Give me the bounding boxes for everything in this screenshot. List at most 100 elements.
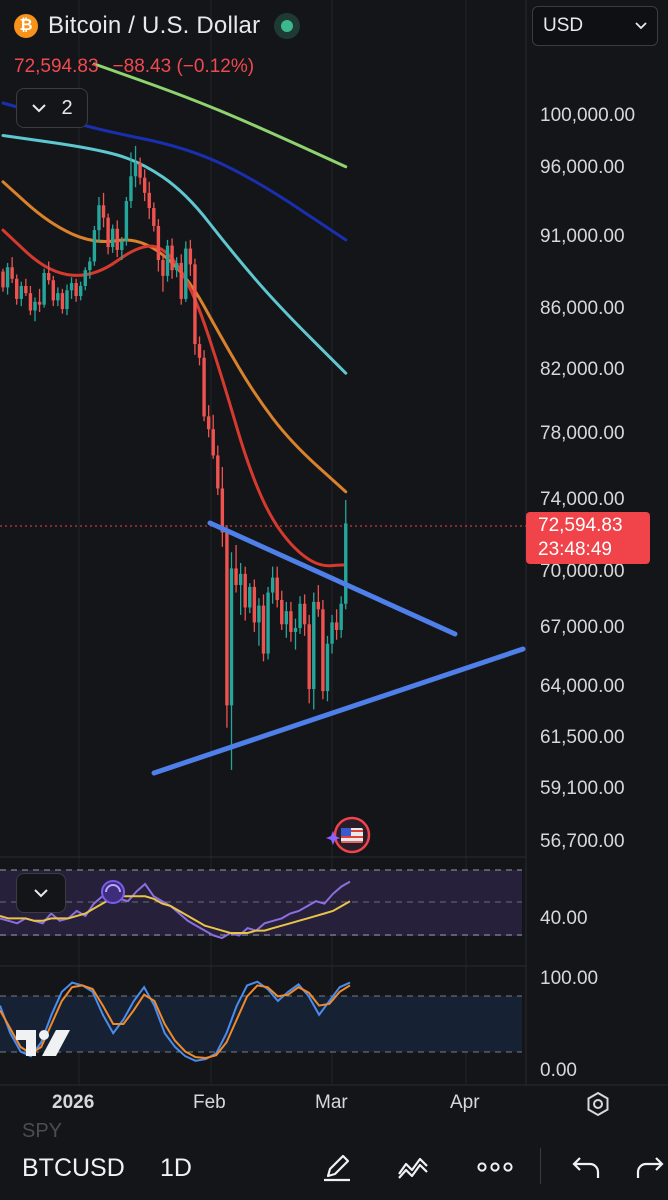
indicators-collapse-button[interactable]: 2 bbox=[16, 88, 88, 128]
candle-body bbox=[42, 273, 46, 305]
indicators-icon[interactable] bbox=[396, 1150, 430, 1184]
candle-body bbox=[115, 228, 119, 250]
currency-value: USD bbox=[543, 15, 584, 36]
candle-body bbox=[51, 280, 55, 301]
candle-body bbox=[161, 260, 165, 276]
time-label-mar: Mar bbox=[315, 1092, 348, 1113]
candle-body bbox=[211, 429, 215, 456]
time-label-2026: 2026 bbox=[52, 1092, 95, 1113]
moving-average-line bbox=[1, 180, 348, 494]
candle-body bbox=[60, 293, 65, 309]
candle-body bbox=[19, 285, 23, 299]
moving-average-line bbox=[1, 228, 348, 568]
settings-hex-icon[interactable] bbox=[584, 1090, 612, 1118]
candle-body bbox=[307, 624, 311, 690]
candle-body bbox=[147, 192, 151, 209]
stoch-axis-label-top: 100.00 bbox=[540, 968, 599, 989]
tradingview-logo bbox=[16, 1030, 70, 1056]
candle-body bbox=[289, 611, 293, 632]
candle-body bbox=[56, 293, 60, 301]
us-flag-event-icon[interactable] bbox=[326, 816, 371, 854]
candle-body bbox=[243, 573, 247, 608]
candle-body bbox=[69, 283, 74, 291]
pane-collapse-button[interactable] bbox=[16, 873, 66, 913]
candle-body bbox=[110, 228, 115, 248]
candle-body bbox=[234, 568, 238, 586]
price-axis-label: 96,000.00 bbox=[540, 157, 625, 178]
candle-body bbox=[275, 577, 279, 600]
candle-body bbox=[229, 568, 234, 706]
undo-icon[interactable] bbox=[570, 1150, 604, 1184]
candle-body bbox=[88, 261, 92, 271]
candle-body bbox=[65, 290, 69, 309]
rsi-axis-label: 40.00 bbox=[540, 908, 588, 929]
moving-average-line bbox=[1, 134, 348, 375]
candle-body bbox=[339, 603, 343, 630]
trendline-support[interactable] bbox=[151, 646, 526, 776]
price-axis-label: 56,700.00 bbox=[540, 831, 625, 852]
moving-averages bbox=[1, 62, 348, 568]
timeframe-button[interactable]: 1D bbox=[160, 1154, 192, 1182]
moving-average-line bbox=[92, 62, 348, 169]
ghost-symbol-above[interactable]: SPY bbox=[22, 1120, 63, 1142]
candle-body bbox=[344, 523, 348, 604]
symbol-button[interactable]: BTCUSD bbox=[22, 1154, 125, 1182]
candle-body bbox=[170, 245, 174, 271]
candle-body bbox=[28, 293, 33, 311]
candle-body bbox=[266, 592, 270, 654]
candle-body bbox=[174, 262, 179, 271]
last-price: 72,594.83 bbox=[14, 56, 99, 77]
candle-body bbox=[261, 605, 266, 654]
candle-body bbox=[334, 622, 339, 630]
candle-body bbox=[78, 285, 83, 297]
candle-body bbox=[138, 162, 142, 178]
candle-body bbox=[179, 262, 183, 299]
current-price-value: 72,594.83 bbox=[538, 515, 623, 536]
rsi-indicator bbox=[0, 880, 351, 940]
candle-body bbox=[302, 603, 307, 625]
toolbar-divider bbox=[540, 1148, 541, 1184]
candle-body bbox=[298, 603, 302, 628]
price-axis-label: 61,500.00 bbox=[540, 727, 625, 748]
candle-body bbox=[330, 622, 334, 644]
currency-select[interactable]: USD bbox=[532, 6, 658, 46]
candle-body bbox=[37, 301, 42, 305]
candle-body bbox=[129, 176, 133, 202]
more-icon[interactable] bbox=[476, 1150, 514, 1184]
stoch-d-line bbox=[0, 984, 351, 1060]
live-status-icon bbox=[274, 13, 301, 39]
candle-body bbox=[197, 344, 202, 358]
candle-body bbox=[220, 488, 225, 533]
candle-body bbox=[101, 205, 106, 218]
price-axis-label: 64,000.00 bbox=[540, 676, 625, 697]
candle-body bbox=[238, 573, 243, 586]
candle-body bbox=[10, 267, 14, 279]
price-axis-label: 74,000.00 bbox=[540, 489, 625, 510]
price-quote: 72,594.83 −88.43 (−0.12%) bbox=[14, 56, 254, 78]
chevron-down-icon bbox=[32, 104, 47, 113]
pencil-icon[interactable] bbox=[320, 1150, 354, 1184]
price-axis-label: 70,000.00 bbox=[540, 561, 625, 582]
rsi-line bbox=[0, 880, 351, 940]
price-axis-label: 100,000.00 bbox=[540, 105, 636, 126]
price-axis-label: 91,000.00 bbox=[540, 226, 625, 247]
redo-icon[interactable] bbox=[634, 1150, 664, 1184]
candle-body bbox=[47, 273, 51, 281]
candle-body bbox=[184, 248, 188, 299]
chevron-down-icon bbox=[635, 22, 647, 30]
candle-body bbox=[216, 455, 220, 489]
trendline-resistance[interactable] bbox=[207, 520, 458, 637]
bar-countdown: 23:48:49 bbox=[538, 539, 612, 560]
candles bbox=[1, 145, 348, 770]
rsi-divergence-icon bbox=[101, 880, 125, 904]
candle-body bbox=[152, 208, 156, 226]
candle-body bbox=[293, 628, 298, 632]
current-price-tag: 72,594.83 23:48:49 bbox=[526, 512, 650, 564]
stoch-k-line bbox=[0, 980, 351, 1062]
candle-body bbox=[142, 177, 147, 193]
candle-body bbox=[1, 271, 5, 288]
symbol-header[interactable]: ₿ Bitcoin / U.S. Dollar bbox=[14, 12, 301, 40]
candle-body bbox=[321, 609, 325, 692]
candle-body bbox=[5, 267, 10, 288]
